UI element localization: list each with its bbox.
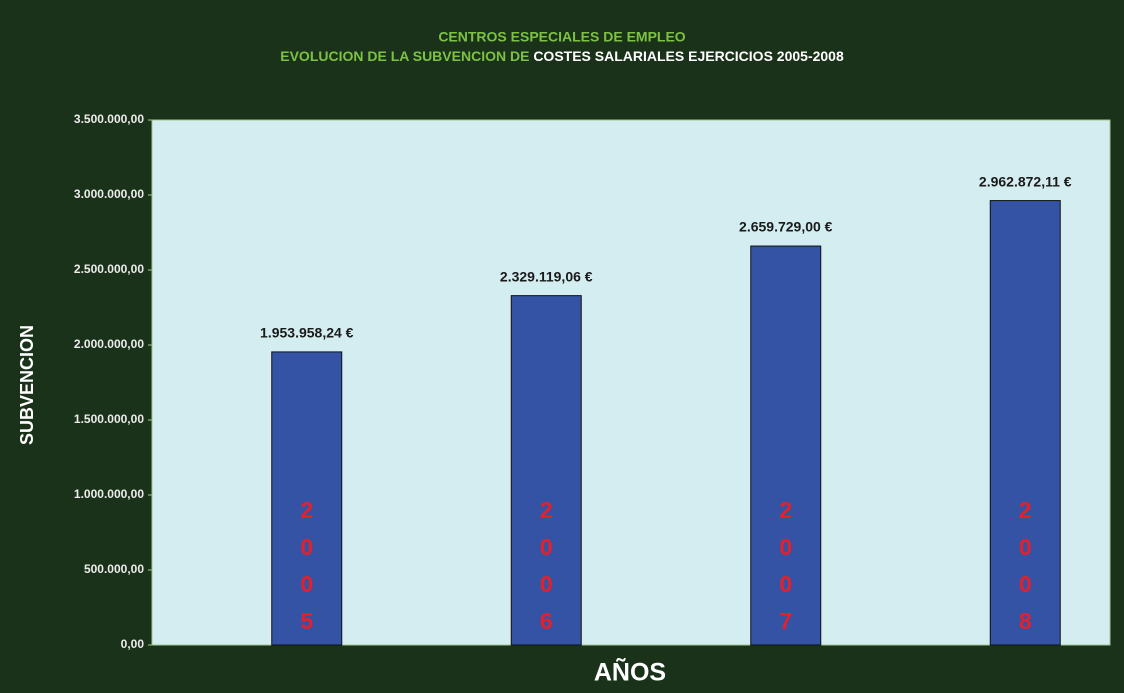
y-tick-label: 0,00 [121,637,145,651]
chart-title: CENTROS ESPECIALES DE EMPLEO [438,29,685,45]
value-label: 2.329.119,06 € [500,268,593,284]
category-label: 2005 [293,497,320,645]
category-label: 2008 [1012,497,1039,645]
bar [510,295,582,646]
y-tick-label: 1.000.000,00 [74,487,144,501]
value-label: 2.962.872,11 € [979,173,1072,189]
y-axis-label: SUBVENCION [17,325,37,445]
y-tick-label: 2.500.000,00 [74,262,144,276]
y-tick-label: 500.000,00 [84,562,144,576]
subtitle-part: EVOLUCION DE LA SUBVENCION DE [280,48,529,64]
value-label: 2.659.729,00 € [739,219,833,235]
y-tick-label: 2.000.000,00 [74,337,144,351]
bar [271,351,343,646]
bar [989,200,1061,646]
subtitle-part: COSTES SALARIALES EJERCICIOS 2005-2008 [533,48,844,64]
value-label: 1.953.958,24 € [260,325,354,341]
y-tick-label: 3.500.000,00 [74,112,144,126]
x-axis-label: AÑOS [594,657,666,687]
chart-subtitle: EVOLUCION DE LA SUBVENCION DE COSTES SAL… [280,48,844,64]
y-tick-label: 1.500.000,00 [74,412,144,426]
bar [750,245,822,646]
category-label: 2006 [533,497,560,645]
category-label: 2007 [772,497,799,645]
y-tick-label: 3.000.000,00 [74,187,144,201]
